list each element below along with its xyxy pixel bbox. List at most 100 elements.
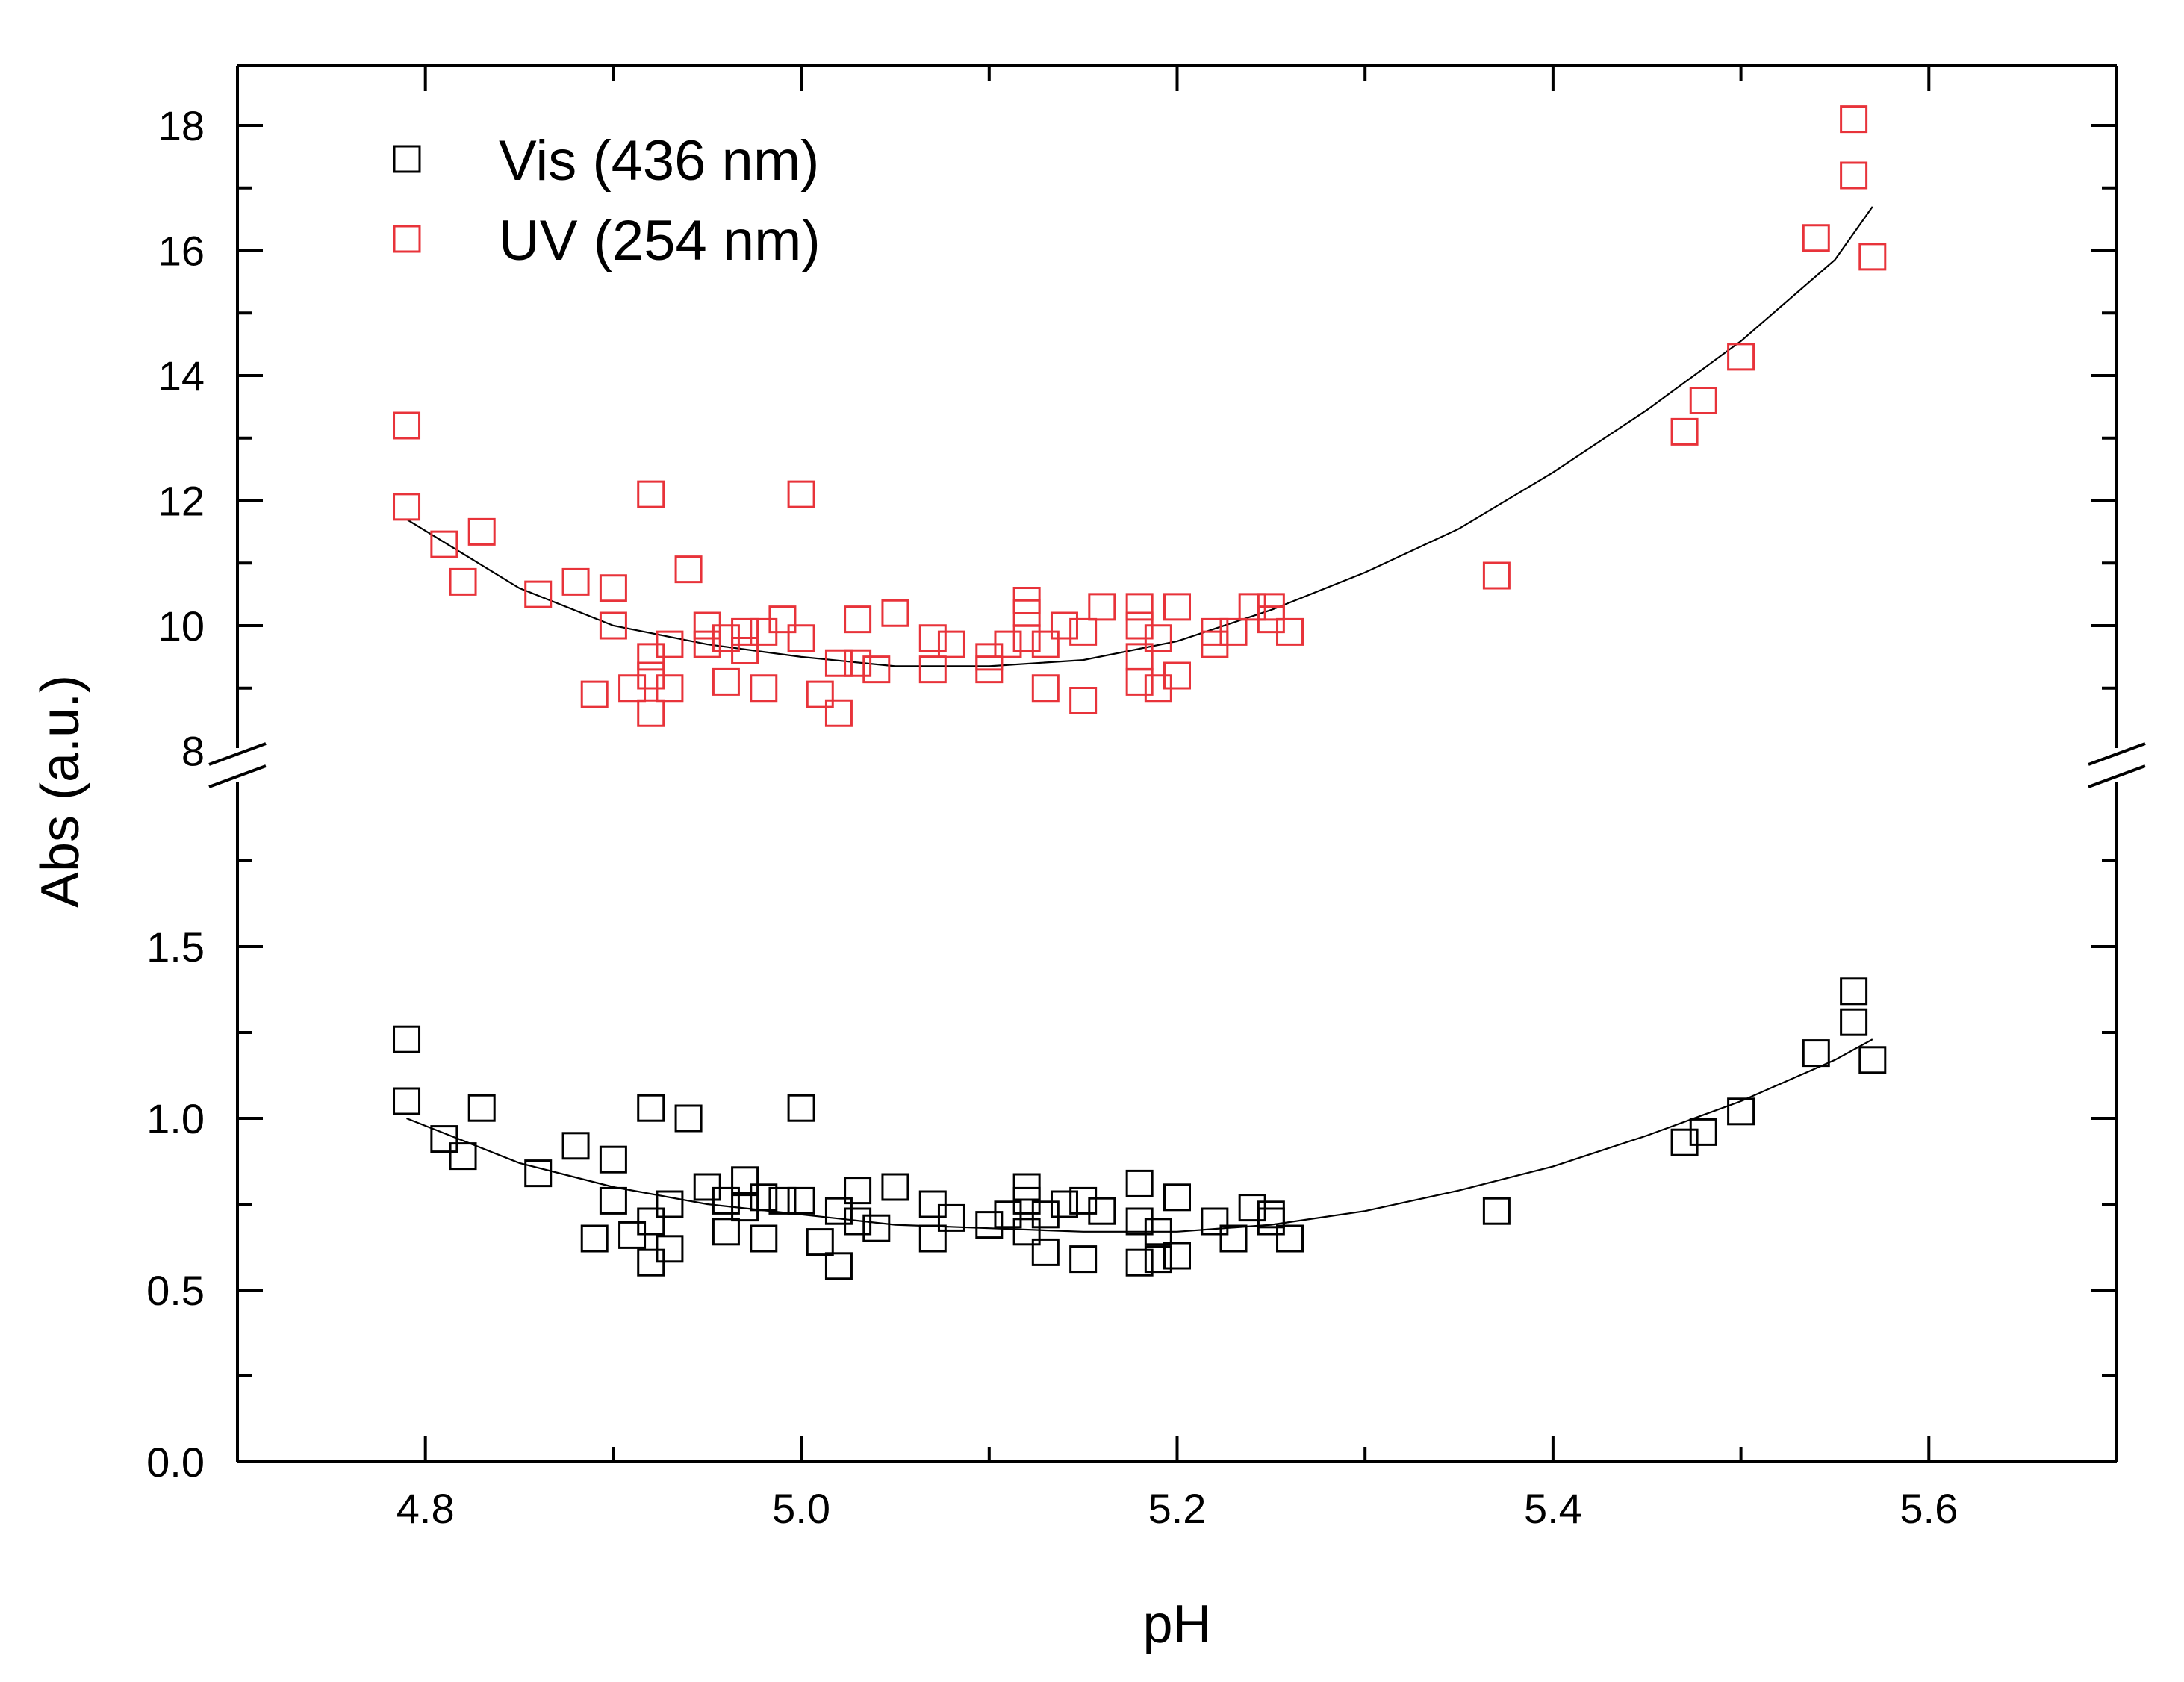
axis-break-mark-left bbox=[208, 742, 267, 766]
data-point-series-1 bbox=[1482, 561, 1511, 590]
data-point-series-0 bbox=[599, 1186, 627, 1215]
data-point-series-1 bbox=[937, 630, 965, 658]
data-point-series-0 bbox=[1802, 1039, 1830, 1068]
plot-frame bbox=[208, 64, 2147, 1463]
data-point-series-0 bbox=[1670, 1128, 1699, 1156]
data-point-series-1 bbox=[881, 599, 909, 627]
data-point-series-0 bbox=[881, 1173, 909, 1201]
x-tick-label: 5.0 bbox=[772, 1485, 830, 1532]
data-point-series-0 bbox=[449, 1142, 477, 1171]
data-point-series-0 bbox=[731, 1166, 759, 1194]
data-point-series-0 bbox=[787, 1186, 815, 1215]
data-point-series-1 bbox=[1012, 624, 1041, 652]
data-point-series-0 bbox=[1482, 1197, 1511, 1225]
data-point-series-0 bbox=[1201, 1207, 1229, 1236]
data-point-series-1 bbox=[844, 605, 872, 634]
data-point-series-0 bbox=[768, 1186, 797, 1215]
data-point-series-0 bbox=[1840, 977, 1868, 1006]
data-point-series-1 bbox=[1144, 624, 1172, 652]
data-point-series-0 bbox=[975, 1211, 1004, 1239]
fit-curve-series-1 bbox=[405, 206, 1873, 667]
data-point-series-1 bbox=[731, 617, 759, 646]
data-point-series-1 bbox=[674, 555, 703, 584]
data-point-series-0 bbox=[712, 1186, 740, 1215]
axis-break-gap-right bbox=[2087, 751, 2147, 779]
data-point-series-0 bbox=[393, 1087, 421, 1115]
x-axis-title: pH bbox=[1142, 1595, 1211, 1654]
x-axis: 4.8 5.0 5.2 5.4 5.6 bbox=[236, 66, 2118, 1532]
data-point-series-0 bbox=[1125, 1248, 1154, 1277]
axis-break-mark-right bbox=[2088, 764, 2146, 788]
data-point-series-0 bbox=[1219, 1224, 1248, 1253]
data-point-series-1 bbox=[656, 674, 684, 703]
data-point-series-0 bbox=[656, 1190, 684, 1218]
legend-label-series-0: Vis (436 nm) bbox=[499, 129, 819, 193]
data-point-series-1 bbox=[1069, 687, 1098, 714]
data-point-series-0 bbox=[1163, 1242, 1191, 1270]
data-point-series-1 bbox=[656, 630, 684, 658]
x-tick-label: 5.4 bbox=[1524, 1485, 1582, 1532]
data-point-series-1 bbox=[1050, 611, 1078, 640]
data-point-series-1 bbox=[1727, 343, 1755, 371]
data-point-series-0 bbox=[1031, 1238, 1060, 1266]
data-point-series-1 bbox=[1125, 593, 1154, 621]
data-point-series-0 bbox=[637, 1207, 665, 1236]
data-point-series-0 bbox=[1088, 1197, 1116, 1225]
data-point-series-0 bbox=[674, 1104, 703, 1133]
data-point-series-1 bbox=[1031, 674, 1060, 703]
data-point-series-0 bbox=[599, 1145, 627, 1174]
data-point-series-1 bbox=[824, 699, 853, 727]
data-point-series-0 bbox=[750, 1183, 778, 1212]
data-point-series-0 bbox=[750, 1224, 778, 1253]
data-point-series-0 bbox=[844, 1177, 872, 1205]
data-point-series-1 bbox=[1689, 387, 1717, 414]
data-point-series-0 bbox=[524, 1159, 553, 1188]
data-point-series-1 bbox=[1125, 667, 1154, 696]
data-point-series-1 bbox=[994, 630, 1022, 658]
axis-break-mark-left bbox=[208, 764, 267, 788]
data-point-series-1 bbox=[524, 580, 553, 608]
data-point-series-0 bbox=[393, 1025, 421, 1053]
data-point-series-0 bbox=[1727, 1097, 1755, 1126]
data-point-series-1 bbox=[693, 630, 721, 658]
x-tick-label: 5.2 bbox=[1148, 1485, 1207, 1532]
data-point-series-0 bbox=[1858, 1046, 1887, 1074]
data-point-series-1 bbox=[1163, 661, 1191, 690]
data-point-series-0 bbox=[1050, 1190, 1078, 1218]
data-point-series-0 bbox=[637, 1094, 665, 1122]
y-tick-label: 8 bbox=[181, 728, 205, 775]
data-point-series-1 bbox=[1163, 593, 1191, 621]
axis-break-gap-left bbox=[208, 751, 267, 779]
data-point-series-0 bbox=[1069, 1186, 1098, 1215]
data-point-series-1 bbox=[750, 674, 778, 703]
data-point-series-0 bbox=[712, 1218, 740, 1246]
data-point-series-1 bbox=[806, 680, 834, 708]
data-point-series-1 bbox=[637, 699, 665, 727]
data-point-series-0 bbox=[1031, 1200, 1060, 1229]
data-point-series-0 bbox=[918, 1224, 947, 1253]
data-markers bbox=[393, 105, 1887, 1280]
data-point-series-1 bbox=[768, 605, 797, 634]
data-point-series-1 bbox=[731, 637, 759, 664]
data-point-series-1 bbox=[1031, 630, 1060, 658]
fit-curve-series-0 bbox=[406, 1038, 1873, 1233]
y-tick-label: 16 bbox=[158, 228, 205, 275]
data-point-series-1 bbox=[918, 655, 947, 684]
x-tick-label: 4.8 bbox=[396, 1485, 455, 1532]
x-tick-label: 5.6 bbox=[1900, 1485, 1958, 1532]
data-point-series-0 bbox=[806, 1228, 834, 1256]
data-point-series-0 bbox=[1144, 1218, 1172, 1246]
legend-label-series-1: UV (254 nm) bbox=[499, 209, 821, 272]
legend: Vis (436 nm) UV (254 nm) bbox=[393, 129, 821, 272]
data-point-series-1 bbox=[787, 624, 815, 652]
legend-marker-series-1 bbox=[393, 225, 421, 253]
data-point-series-1 bbox=[393, 493, 421, 521]
data-point-series-0 bbox=[824, 1197, 853, 1225]
data-point-series-1 bbox=[580, 680, 609, 708]
data-point-series-0 bbox=[1125, 1169, 1154, 1197]
y-tick-label: 1.5 bbox=[146, 923, 205, 971]
y-tick-label: 12 bbox=[158, 478, 205, 525]
data-point-series-1 bbox=[1276, 617, 1304, 646]
data-point-series-0 bbox=[862, 1214, 891, 1242]
